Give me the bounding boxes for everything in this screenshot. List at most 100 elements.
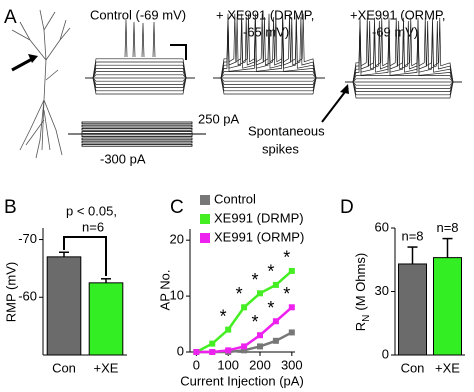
point bbox=[225, 326, 232, 333]
trace-title: + XE991 (DRMP, bbox=[216, 7, 314, 22]
y-tick-label: 60 bbox=[375, 219, 389, 234]
trace bbox=[85, 77, 195, 95]
y-axis-label: RMP (mV) bbox=[3, 262, 18, 322]
significance-marker: * bbox=[283, 248, 290, 268]
annotation: p < 0.05, bbox=[66, 203, 117, 218]
x-tick-label: 0 bbox=[193, 357, 200, 372]
y-tick-label: 0 bbox=[382, 346, 389, 361]
point bbox=[225, 347, 232, 354]
panel-label: B bbox=[4, 197, 17, 218]
arrow bbox=[321, 87, 349, 123]
y-tick-label: -60 bbox=[18, 289, 37, 304]
step-label: -300 pA bbox=[100, 151, 146, 166]
arrow bbox=[11, 56, 35, 72]
x-tick-label: Con bbox=[52, 360, 76, 375]
step-protocol bbox=[81, 121, 193, 125]
significance-marker: * bbox=[283, 284, 290, 304]
legend-swatch bbox=[200, 233, 210, 243]
step-protocol bbox=[81, 124, 193, 128]
point bbox=[272, 337, 279, 344]
legend-label: Control bbox=[214, 191, 256, 206]
step-protocol bbox=[81, 134, 193, 138]
point bbox=[241, 343, 248, 350]
point bbox=[288, 267, 295, 274]
point bbox=[257, 343, 263, 350]
bar bbox=[46, 256, 82, 356]
trace bbox=[85, 58, 195, 79]
panel-b: B-70 -60 Con +XE RMP (mV) p < 0.05,n=6 bbox=[3, 197, 127, 375]
trace bbox=[345, 17, 462, 83]
step-protocol bbox=[81, 127, 193, 131]
y-axis-label: RN (M Ohms) bbox=[353, 253, 371, 331]
significance-marker: * bbox=[251, 312, 258, 332]
y-tick-label: 10 bbox=[170, 288, 184, 303]
trace bbox=[345, 81, 462, 99]
neuron-drawing bbox=[11, 9, 71, 159]
scale-bar bbox=[170, 44, 187, 60]
x-tick-label: +XE bbox=[94, 360, 119, 375]
trace bbox=[213, 16, 325, 79]
point bbox=[241, 304, 248, 311]
step-protocol bbox=[81, 137, 193, 141]
panel-d: D 0 30 60 Con n=8 +XE n=8 RN (M Ohms) bbox=[340, 197, 465, 375]
axis-label-part: (M Ohms) bbox=[353, 253, 368, 311]
arrowhead bbox=[340, 84, 349, 94]
trace bbox=[345, 81, 462, 86]
trace bbox=[345, 20, 462, 83]
x-axis-label: Current Injection (pA) bbox=[180, 373, 304, 388]
legend-swatch bbox=[200, 214, 210, 224]
y-tick-label: -70 bbox=[18, 231, 37, 246]
trace bbox=[85, 77, 195, 82]
trace bbox=[85, 68, 195, 79]
arrowhead bbox=[28, 54, 38, 63]
significance-marker: * bbox=[251, 270, 258, 290]
trace bbox=[213, 77, 325, 95]
panel-label: C bbox=[170, 197, 184, 218]
legend-label: XE991 (ORMP) bbox=[214, 229, 304, 244]
trace bbox=[213, 77, 325, 88]
trace bbox=[345, 78, 462, 83]
point bbox=[193, 349, 200, 355]
significance-marker: * bbox=[267, 262, 274, 282]
point bbox=[241, 347, 248, 354]
trace bbox=[213, 13, 325, 79]
significance-marker: * bbox=[236, 284, 243, 304]
trace bbox=[345, 81, 462, 92]
value-label: n=8 bbox=[401, 228, 423, 243]
panel-label: D bbox=[340, 197, 354, 218]
legend-swatch bbox=[200, 195, 210, 205]
trace bbox=[213, 77, 325, 82]
panel-a: A Control (-69 mV) + XE991 (DRMP, -65 mV… bbox=[4, 7, 462, 166]
x-tick-label: Con bbox=[401, 360, 425, 375]
x-tick-label: +XE bbox=[435, 360, 460, 375]
annotation: Spontaneous bbox=[248, 123, 325, 138]
axis-label-part: R bbox=[353, 322, 368, 331]
trace-title: Control (-69 mV) bbox=[90, 7, 186, 22]
point bbox=[257, 290, 263, 297]
trace bbox=[85, 77, 195, 88]
point bbox=[272, 281, 279, 288]
annotation: n=6 bbox=[82, 219, 104, 234]
significance-bracket bbox=[63, 236, 107, 276]
step-protocol bbox=[81, 140, 193, 144]
point bbox=[288, 304, 295, 311]
point bbox=[288, 329, 295, 336]
trace-title: +XE991 (ORMP, bbox=[350, 7, 446, 22]
axis-label-part: N bbox=[361, 315, 372, 322]
annotation: spikes bbox=[262, 141, 299, 156]
significance-marker: * bbox=[267, 298, 274, 318]
y-tick-label: 20 bbox=[170, 232, 184, 247]
trace bbox=[85, 74, 195, 79]
y-tick-label: 30 bbox=[375, 283, 389, 298]
bar bbox=[398, 263, 427, 356]
point bbox=[257, 332, 263, 339]
bar bbox=[88, 282, 124, 356]
value-label: n=8 bbox=[436, 220, 458, 235]
spikes bbox=[124, 19, 156, 58]
point bbox=[209, 349, 216, 355]
x-tick-label: 300 bbox=[281, 357, 303, 372]
bar bbox=[433, 257, 462, 356]
significance-marker: * bbox=[220, 306, 227, 326]
